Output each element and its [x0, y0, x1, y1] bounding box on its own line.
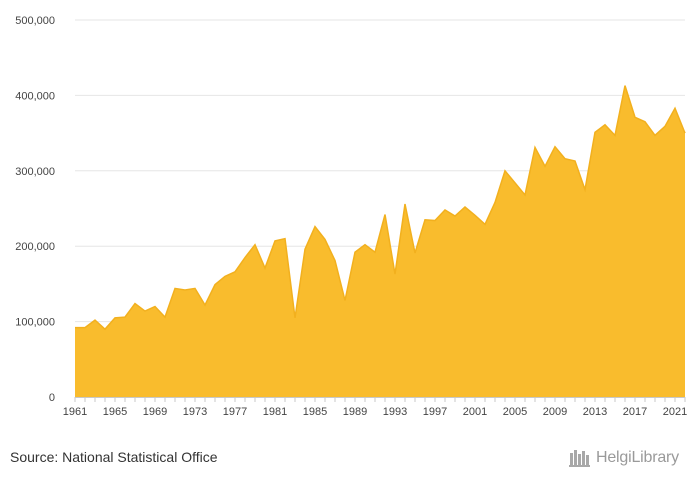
y-tick-label: 100,000: [15, 317, 55, 329]
helgilibrary-logo: HelgiLibrary: [568, 446, 679, 470]
y-tick-label: 0: [49, 392, 55, 404]
y-tick-label: 400,000: [15, 90, 55, 102]
x-tick-label: 2001: [463, 406, 487, 418]
x-tick-label: 1973: [183, 406, 207, 418]
y-tick-label: 500,000: [15, 15, 55, 27]
y-axis: 0 100,000 200,000 300,000 400,000 500,000: [15, 15, 55, 404]
x-tick-label: 2013: [583, 406, 607, 418]
area-series-line: [75, 85, 686, 331]
x-axis: 1961 1965 1969 1973 1977 1981 1985 1989 1993 1997…: [63, 397, 687, 418]
x-tick-label: 1985: [303, 406, 327, 418]
x-tick-label: 1977: [223, 406, 247, 418]
y-tick-label: 200,000: [15, 241, 55, 253]
x-tick-label: 1965: [103, 406, 127, 418]
x-tick-label: 2021: [663, 406, 687, 418]
x-tick-label: 1993: [383, 406, 407, 418]
x-tick-label: 1997: [423, 406, 447, 418]
x-tick-label: 2009: [543, 406, 567, 418]
x-tick-label: 2005: [503, 406, 527, 418]
x-tick-label: 1981: [263, 406, 287, 418]
x-tick-label: 1969: [143, 406, 167, 418]
area-layer: [75, 85, 686, 397]
area-series: [75, 85, 685, 397]
area-chart: 0 100,000 200,000 300,000 400,000 500,000 196…: [15, 15, 687, 418]
x-tick-label: 1961: [63, 406, 87, 418]
library-logo-icon: [569, 450, 590, 467]
y-tick-label: 300,000: [15, 166, 55, 178]
x-tick-label: 1989: [343, 406, 367, 418]
source-note: Source: National Statistical Office: [10, 449, 218, 465]
x-tick-label: 2017: [623, 406, 647, 418]
logo-text: HelgiLibrary: [596, 449, 679, 466]
